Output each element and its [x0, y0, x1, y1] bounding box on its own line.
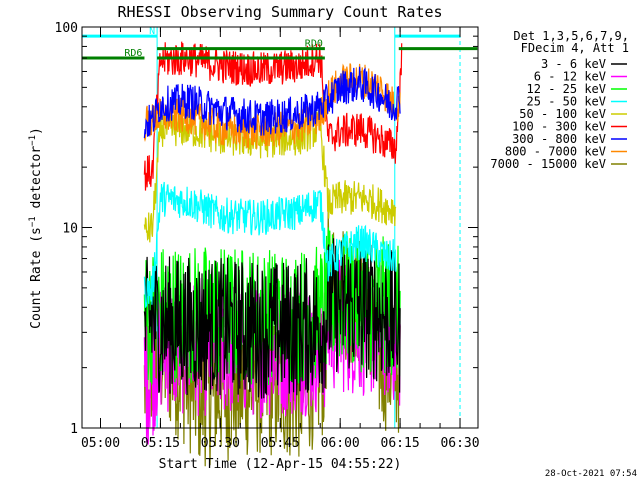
y-axis-label-part: ) — [29, 127, 44, 135]
y-axis-label-exponent: −1 — [28, 216, 38, 227]
x-tick-label: 05:00 — [81, 436, 120, 451]
footer-timestamp: 28-Oct-2021 07:54 — [545, 469, 637, 479]
legend-label: 50 - 100 keV — [519, 107, 606, 121]
legend-entry: 6 - 12 keV — [534, 70, 627, 84]
annotation-label: RD6 — [124, 48, 142, 59]
legend-label: 300 - 800 keV — [512, 132, 606, 146]
legend-label: 800 - 7000 keV — [505, 145, 606, 159]
x-tick-label: 06:30 — [440, 436, 479, 451]
series-trace — [143, 238, 401, 399]
legend-label: 3 - 6 keV — [541, 57, 606, 71]
legend-entry: 50 - 100 keV — [519, 107, 627, 121]
x-tick-label: 05:15 — [141, 436, 180, 451]
series-line — [143, 181, 397, 308]
legend-label: 100 - 300 keV — [512, 120, 606, 134]
y-axis-label-exponent: −1 — [28, 135, 38, 146]
legend-entry: 300 - 800 keV — [512, 132, 627, 146]
legend-entry: 100 - 300 keV — [512, 120, 627, 134]
legend-label: 7000 - 15000 keV — [490, 157, 606, 171]
x-axis-label: Start Time (12-Apr-15 04:55:22) — [159, 457, 402, 472]
x-tick-label: 05:45 — [261, 436, 300, 451]
legend-label: 6 - 12 keV — [534, 70, 606, 84]
y-tick-label: 10 — [62, 222, 78, 237]
y-axis-label-part: detector — [29, 146, 44, 217]
annotation-label: N — [149, 26, 155, 37]
x-tick-label: 06:00 — [321, 436, 360, 451]
series-trace — [143, 181, 397, 308]
svg-text:Count Rate (s−1 detector−1): Count Rate (s−1 detector−1) — [28, 127, 44, 329]
series-line — [143, 238, 401, 399]
y-axis-label-part: Count Rate (s — [29, 227, 44, 329]
annotation-n: N — [82, 26, 461, 38]
series-trace — [143, 66, 401, 139]
x-tick-label: 05:30 — [201, 436, 240, 451]
axes: 1 10 100 05:00 05:15 05:30 05:45 06:00 06:15 06:3… — [55, 21, 480, 451]
legend: Det 1,3,5,6,7,9, FDecim 4, Att 1 3 - 6 k… — [490, 29, 629, 171]
y-tick-label: 1 — [70, 422, 78, 437]
annotation-label: RD0 — [305, 39, 323, 50]
x-tick-label: 06:15 — [381, 436, 420, 451]
legend-entry: 800 - 7000 keV — [505, 145, 627, 159]
annotation-rd0: RD0 — [157, 39, 478, 51]
legend-entry: 12 - 25 keV — [527, 82, 627, 96]
legend-label: 25 - 50 keV — [527, 95, 606, 109]
chart-title: RHESSI Observing Summary Count Rates — [117, 3, 442, 21]
legend-header-line: Det 1,3,5,6,7,9, — [513, 29, 629, 43]
legend-entry: 3 - 6 keV — [541, 57, 627, 71]
legend-label: 12 - 25 keV — [527, 82, 606, 96]
y-tick-label: 100 — [55, 21, 78, 36]
y-axis-label: Count Rate (s−1 detector−1) — [28, 127, 44, 329]
annotation-rd6: RD6 — [82, 48, 325, 60]
series-line — [143, 66, 401, 139]
legend-entry: 7000 - 15000 keV — [490, 157, 627, 171]
legend-header-line: FDecim 4, Att 1 — [521, 41, 629, 55]
legend-entry: 25 - 50 keV — [527, 95, 627, 109]
